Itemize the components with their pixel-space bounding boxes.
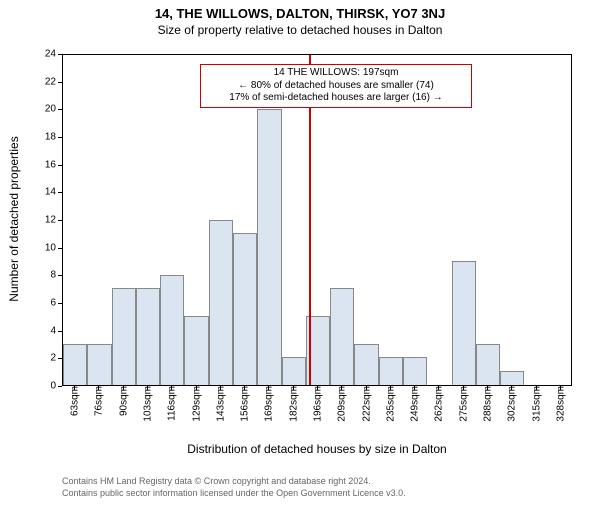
bar (136, 288, 160, 385)
x-tick-label: 63sqm (68, 386, 81, 416)
x-tick-label: 169sqm (262, 386, 275, 422)
x-tick-label: 249sqm (408, 386, 421, 422)
annotation-line: 14 THE WILLOWS: 197sqm (207, 67, 465, 80)
bar (87, 344, 111, 385)
x-axis-label: Distribution of detached houses by size … (62, 442, 572, 456)
bar (282, 357, 306, 385)
bar (379, 357, 403, 385)
bar (160, 275, 184, 385)
footer: Contains HM Land Registry data © Crown c… (62, 476, 406, 499)
footer-line: Contains public sector information licen… (62, 488, 406, 500)
bar (184, 316, 208, 385)
bar (354, 344, 378, 385)
bar (233, 233, 257, 385)
x-tick-label: 235sqm (383, 386, 396, 422)
x-tick-label: 156sqm (238, 386, 251, 422)
bar (63, 344, 87, 385)
bar (452, 261, 476, 385)
x-tick-label: 209sqm (335, 386, 348, 422)
x-tick-label: 328sqm (553, 386, 566, 422)
x-tick-label: 315sqm (529, 386, 542, 422)
x-tick-label: 103sqm (141, 386, 154, 422)
bar (500, 371, 524, 385)
bar (209, 220, 233, 386)
x-tick-label: 275sqm (456, 386, 469, 422)
page-title: 14, THE WILLOWS, DALTON, THIRSK, YO7 3NJ (0, 6, 600, 21)
annotation-line: ← 80% of detached houses are smaller (74… (207, 80, 465, 93)
x-tick-label: 182sqm (286, 386, 299, 422)
annotation-line: 17% of semi-detached houses are larger (… (207, 92, 465, 105)
x-tick-label: 288sqm (481, 386, 494, 422)
x-tick-label: 302sqm (505, 386, 518, 422)
x-tick-label: 143sqm (213, 386, 226, 422)
bar (112, 288, 136, 385)
x-tick-label: 196sqm (311, 386, 324, 422)
annotation-box: 14 THE WILLOWS: 197sqm ← 80% of detached… (200, 64, 472, 108)
y-axis-label: Number of detached properties (7, 53, 21, 385)
page-subtitle: Size of property relative to detached ho… (0, 23, 600, 37)
bar (330, 288, 354, 385)
x-tick-label: 116sqm (165, 386, 178, 421)
bar (403, 357, 427, 385)
bar (476, 344, 500, 385)
x-tick-label: 90sqm (116, 386, 129, 416)
x-tick-label: 222sqm (359, 386, 372, 422)
x-tick-label: 129sqm (189, 386, 202, 422)
footer-line: Contains HM Land Registry data © Crown c… (62, 476, 406, 488)
x-tick-label: 76sqm (92, 386, 105, 416)
x-tick-label: 262sqm (432, 386, 445, 422)
bar (257, 109, 281, 385)
